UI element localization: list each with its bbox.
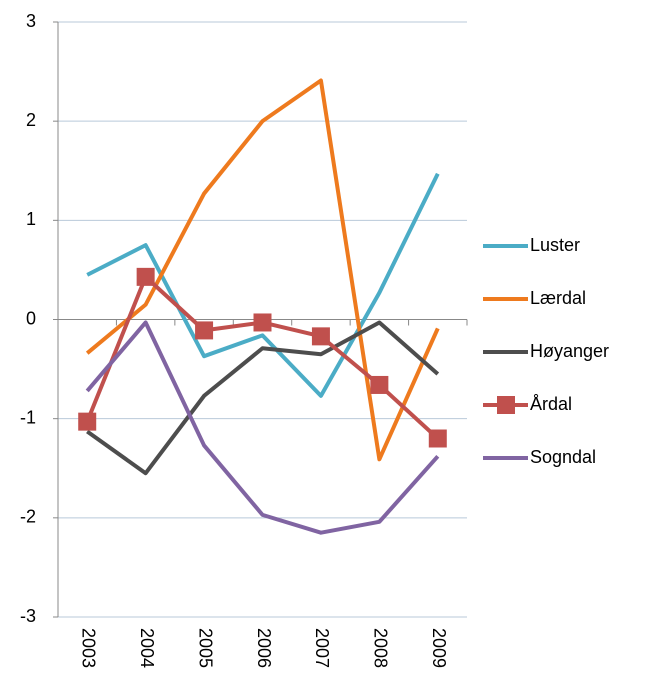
point-marker xyxy=(428,429,447,448)
x-tick-label: 2008 xyxy=(371,628,391,668)
point-marker xyxy=(78,412,97,431)
x-tick-label: 2009 xyxy=(429,628,449,668)
x-tick-label: 2006 xyxy=(254,628,274,668)
series-line xyxy=(85,320,440,535)
x-tick-label: 2003 xyxy=(78,628,98,668)
point-marker xyxy=(195,321,214,340)
legend-marker xyxy=(497,396,515,414)
point-marker xyxy=(370,375,389,394)
point-marker xyxy=(136,267,155,286)
point-marker xyxy=(311,327,330,346)
y-tick-label: -3 xyxy=(20,606,36,626)
series-line xyxy=(86,172,440,398)
series-line xyxy=(85,274,440,440)
y-tick-label: 1 xyxy=(26,209,36,229)
x-tick-label: 2007 xyxy=(312,628,332,668)
series-line xyxy=(86,320,440,476)
y-tick-label: -1 xyxy=(20,407,36,427)
y-tick-label: 0 xyxy=(26,308,36,328)
series-line xyxy=(85,78,440,462)
x-tick-label: 2005 xyxy=(195,628,215,668)
point-marker xyxy=(253,313,272,332)
legend-label: Sogndal xyxy=(530,447,596,467)
y-tick-label: 2 xyxy=(26,110,36,130)
legend-label: Høyanger xyxy=(530,341,609,361)
x-tick-label: 2004 xyxy=(137,628,157,668)
y-tick-label: -2 xyxy=(20,507,36,527)
legend-label: Luster xyxy=(530,235,580,255)
y-tick-label: 3 xyxy=(26,11,36,31)
legend-label: Årdal xyxy=(530,394,572,414)
legend-label: Lærdal xyxy=(530,288,586,308)
